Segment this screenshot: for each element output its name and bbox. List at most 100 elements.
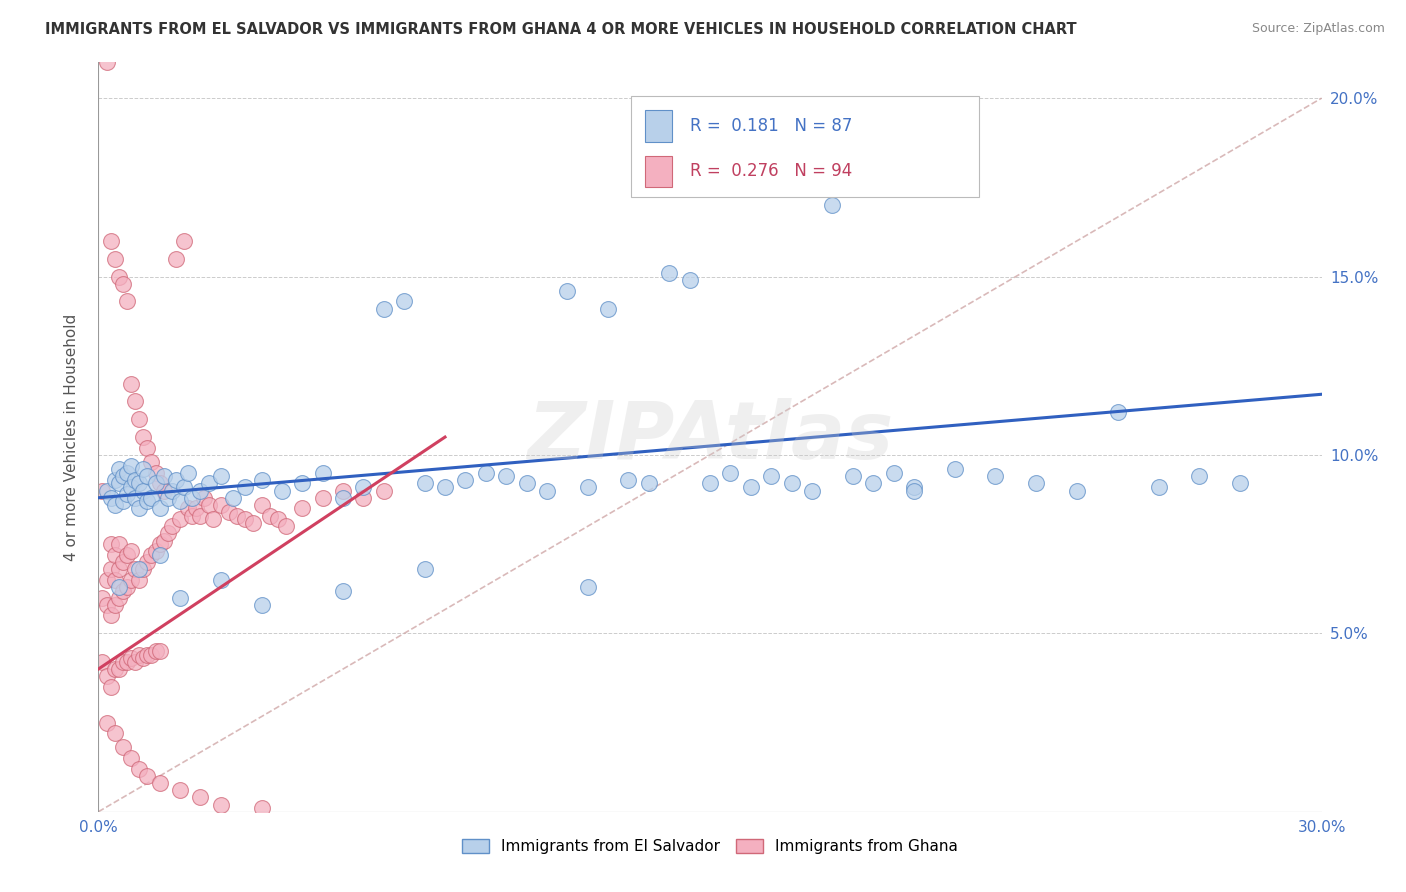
Point (780, 476, 803, 491)
Point (718, 466, 742, 480)
Point (209, 469, 232, 483)
Point (267, 512, 290, 526)
Point (91, 655, 114, 669)
Point (576, 580, 599, 594)
Point (197, 498, 219, 512)
Point (136, 494, 159, 508)
Point (188, 508, 212, 523)
Point (152, 469, 174, 483)
Point (120, 544, 142, 558)
Point (413, 476, 436, 491)
Bar (645, 111, 672, 142)
Point (454, 473, 477, 487)
Point (100, 608, 122, 623)
Point (120, 651, 142, 665)
Point (120, 480, 142, 494)
Point (226, 508, 249, 523)
Point (1107, 405, 1129, 419)
Point (100, 537, 122, 551)
Point (128, 762, 150, 776)
Point (104, 573, 127, 587)
Point (115, 466, 138, 480)
Point (136, 469, 159, 483)
Point (128, 501, 150, 516)
Point (373, 483, 395, 498)
Point (413, 562, 436, 576)
Point (1025, 476, 1047, 491)
Point (120, 458, 142, 473)
Point (332, 491, 354, 505)
Point (312, 491, 335, 505)
Point (145, 476, 167, 491)
Point (156, 491, 179, 505)
Point (128, 648, 150, 662)
Text: Source: ZipAtlas.com: Source: ZipAtlas.com (1251, 22, 1385, 36)
Point (128, 412, 150, 426)
Point (149, 644, 172, 658)
Point (124, 655, 146, 669)
Point (115, 487, 138, 501)
Point (124, 473, 146, 487)
Point (152, 533, 174, 548)
Point (434, 480, 457, 494)
Point (984, 469, 1007, 483)
Point (250, 498, 273, 512)
Point (115, 580, 138, 594)
Point (104, 598, 127, 612)
Point (165, 473, 187, 487)
Point (156, 526, 179, 541)
Point (104, 662, 127, 676)
Point (242, 516, 264, 530)
Point (111, 555, 134, 569)
Point (96, 55, 118, 70)
Point (699, 476, 721, 491)
Point (679, 273, 702, 287)
Point (516, 476, 538, 491)
Text: ZIPAtlas: ZIPAtlas (527, 398, 893, 476)
Text: R =  0.181   N = 87: R = 0.181 N = 87 (690, 117, 853, 135)
Point (165, 252, 187, 266)
Point (352, 491, 374, 505)
Point (233, 480, 256, 494)
Point (120, 573, 142, 587)
Point (169, 783, 191, 797)
Point (100, 234, 122, 248)
Legend: Immigrants from El Salvador, Immigrants from Ghana: Immigrants from El Salvador, Immigrants … (456, 833, 965, 860)
Point (141, 548, 163, 562)
Point (352, 480, 374, 494)
Point (761, 469, 783, 483)
Point (152, 483, 174, 498)
Point (259, 508, 281, 523)
Point (96, 598, 118, 612)
Point (104, 548, 127, 562)
Point (128, 476, 150, 491)
Point (149, 501, 172, 516)
Point (291, 476, 314, 491)
Point (108, 476, 131, 491)
Point (209, 797, 232, 812)
Point (100, 680, 122, 694)
Point (740, 480, 762, 494)
Point (128, 562, 150, 576)
Point (177, 466, 200, 480)
Point (111, 655, 134, 669)
Point (145, 644, 167, 658)
Point (91, 483, 114, 498)
Point (124, 491, 146, 505)
Point (332, 483, 354, 498)
Text: IMMIGRANTS FROM EL SALVADOR VS IMMIGRANTS FROM GHANA 4 OR MORE VEHICLES IN HOUSE: IMMIGRANTS FROM EL SALVADOR VS IMMIGRANT… (45, 22, 1077, 37)
Point (111, 583, 134, 598)
Point (120, 376, 142, 391)
Point (617, 473, 640, 487)
Point (136, 555, 159, 569)
Point (104, 498, 127, 512)
Bar (645, 156, 672, 187)
Point (149, 548, 172, 562)
Point (115, 548, 138, 562)
Point (1147, 480, 1170, 494)
Point (108, 580, 131, 594)
Point (132, 651, 155, 665)
Point (108, 662, 131, 676)
Point (177, 501, 200, 516)
Point (104, 252, 127, 266)
